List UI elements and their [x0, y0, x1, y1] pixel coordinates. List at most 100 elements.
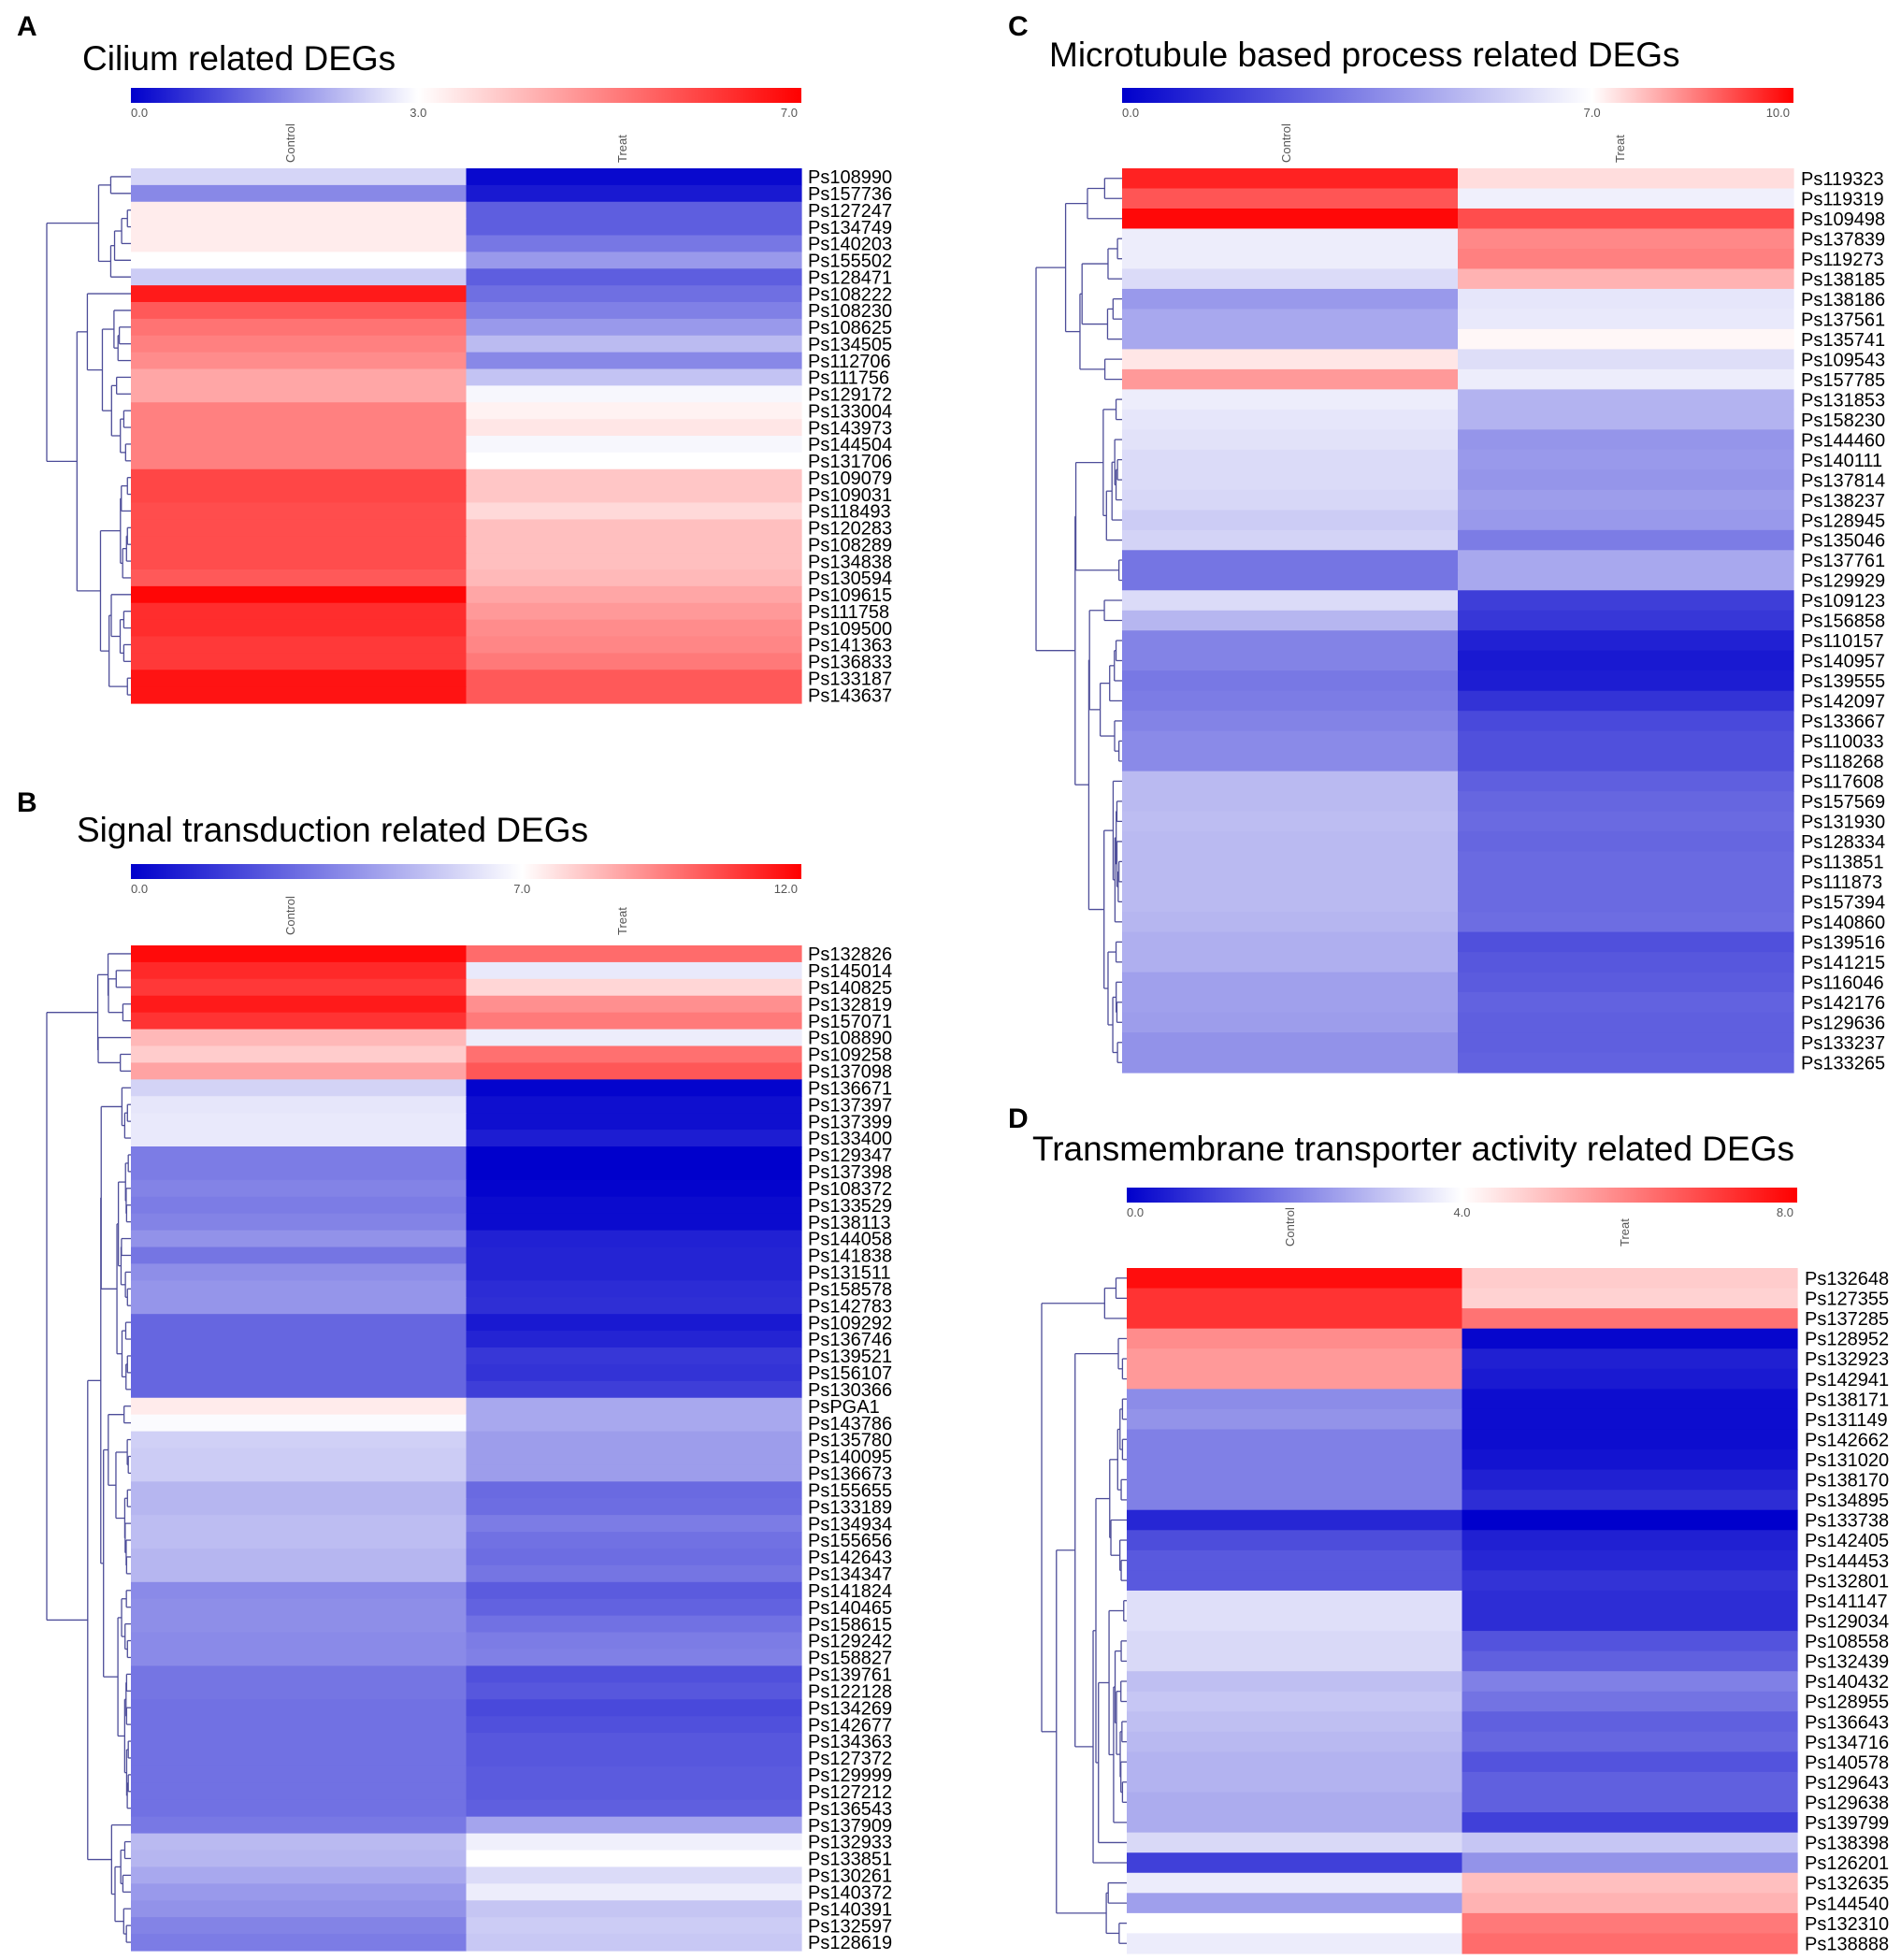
heatmap-cell: [1462, 1852, 1798, 1874]
heatmap-cell: [1462, 1509, 1798, 1531]
heatmap-cell: [466, 1850, 802, 1868]
heatmap-cell: [131, 1699, 468, 1717]
gene-label: Ps157785: [1801, 370, 1885, 391]
heatmap-cell: [466, 302, 802, 320]
gene-label: Ps132310: [1805, 1914, 1889, 1935]
gene-label: Ps137814: [1801, 470, 1885, 491]
heatmap-cell: [466, 1062, 802, 1080]
gene-label: Ps111758: [808, 602, 889, 623]
gene-label: Ps136833: [808, 653, 892, 673]
heatmap-cell: [466, 1716, 802, 1734]
gene-label: Ps137398: [808, 1162, 892, 1183]
gene-label: Ps129034: [1805, 1611, 1889, 1632]
heatmap-cell: [131, 468, 468, 487]
gene-label: Ps129242: [808, 1632, 892, 1652]
gene-label: Ps132648: [1805, 1269, 1889, 1290]
heatmap-cell: [1127, 1570, 1463, 1592]
heatmap-cell: [1458, 791, 1794, 813]
gene-label: Ps144540: [1805, 1894, 1889, 1914]
heatmap-cell: [1458, 972, 1794, 993]
panel-title: Microtubule based process related DEGs: [1049, 36, 1680, 74]
heatmap-cell: [1127, 1490, 1463, 1511]
heatmap-cell: [466, 1682, 802, 1700]
heatmap-cell: [466, 502, 802, 520]
heatmap-cell: [1127, 1852, 1463, 1874]
color-scale-bar: [131, 88, 801, 103]
heatmap-cell: [1122, 831, 1459, 853]
heatmap-cell: [1122, 510, 1459, 531]
heatmap-cell: [466, 1297, 802, 1315]
gene-label: Ps130594: [808, 569, 892, 589]
gene-label: Ps133529: [808, 1196, 892, 1217]
heatmap-cell: [466, 1414, 802, 1433]
gene-label: Ps134895: [1805, 1491, 1889, 1511]
gene-label: Ps141363: [808, 636, 892, 656]
heatmap-cell: [1122, 1012, 1459, 1033]
gene-label: Ps132933: [808, 1833, 892, 1853]
heatmap-cell: [1458, 831, 1794, 853]
heatmap-cell: [1122, 288, 1459, 310]
heatmap-cell: [466, 218, 802, 237]
heatmap-cell: [1127, 1590, 1463, 1612]
gene-label: Ps127247: [808, 201, 892, 222]
heatmap-cell: [131, 1397, 468, 1416]
heatmap-cell: [1127, 1832, 1463, 1853]
heatmap-cell: [1458, 449, 1794, 470]
gene-label: Ps144504: [808, 435, 892, 455]
heatmap-cell: [131, 184, 468, 203]
gene-label: Ps144058: [808, 1230, 892, 1250]
heatmap-cell: [1462, 1893, 1798, 1914]
heatmap-cell: [1458, 811, 1794, 832]
heatmap-cell: [466, 1866, 802, 1884]
heatmap-cell: [131, 1146, 468, 1164]
gene-label: Ps113851: [1801, 853, 1884, 873]
heatmap-cell: [1458, 952, 1794, 973]
heatmap-cell: [466, 1649, 802, 1667]
heatmap-cell: [131, 352, 468, 370]
heatmap-cell: [1458, 931, 1794, 953]
gene-label: Ps140432: [1805, 1672, 1889, 1693]
heatmap-cell: [131, 335, 468, 353]
gene-label: Ps140203: [808, 235, 892, 255]
heatmap-cell: [1462, 1368, 1798, 1390]
heatmap-cell: [1458, 248, 1794, 270]
heatmap-cell: [131, 1917, 468, 1935]
gene-label: Ps139521: [808, 1347, 892, 1367]
gene-label: Ps128945: [1801, 511, 1885, 531]
gene-label: Ps134347: [808, 1564, 892, 1585]
heatmap-cell: [1127, 1509, 1463, 1531]
heatmap-cell: [466, 1280, 802, 1298]
heatmap-cell: [466, 285, 802, 303]
heatmap-cell: [1127, 1933, 1463, 1954]
heatmap-cell: [131, 1464, 468, 1482]
heatmap-cell: [131, 1414, 468, 1433]
panel-letter: A: [17, 11, 37, 42]
gene-label: Ps141215: [1801, 953, 1885, 973]
heatmap-cell: [1462, 1590, 1798, 1612]
heatmap-cell: [131, 1765, 468, 1784]
gene-label: Ps133667: [1801, 712, 1885, 732]
gene-label: Ps138185: [1801, 269, 1885, 290]
heatmap-cell: [131, 368, 468, 386]
heatmap-cell: [131, 201, 468, 220]
gene-label: Ps119323: [1801, 169, 1884, 190]
heatmap-cell: [1127, 1328, 1463, 1349]
heatmap-cell: [1127, 1631, 1463, 1652]
heatmap-cell: [1458, 510, 1794, 531]
gene-label: Ps158615: [808, 1615, 892, 1636]
gene-label: Ps131149: [1805, 1410, 1888, 1431]
heatmap-cell: [1458, 168, 1794, 190]
heatmap-cell: [131, 1598, 468, 1617]
heatmap-cell: [466, 468, 802, 487]
heatmap-cell: [131, 1716, 468, 1734]
heatmap-cell: [1122, 228, 1459, 250]
gene-label: Ps116046: [1801, 973, 1884, 994]
heatmap-cell: [1122, 811, 1459, 832]
gene-label: Ps134363: [808, 1732, 892, 1752]
heatmap-cell: [1122, 1032, 1459, 1054]
gene-label: Ps138186: [1801, 290, 1885, 310]
heatmap-cell: [1127, 1429, 1463, 1450]
heatmap-cell: [1458, 469, 1794, 491]
heatmap-cell: [466, 419, 802, 437]
heatmap-cell: [1127, 1308, 1463, 1330]
